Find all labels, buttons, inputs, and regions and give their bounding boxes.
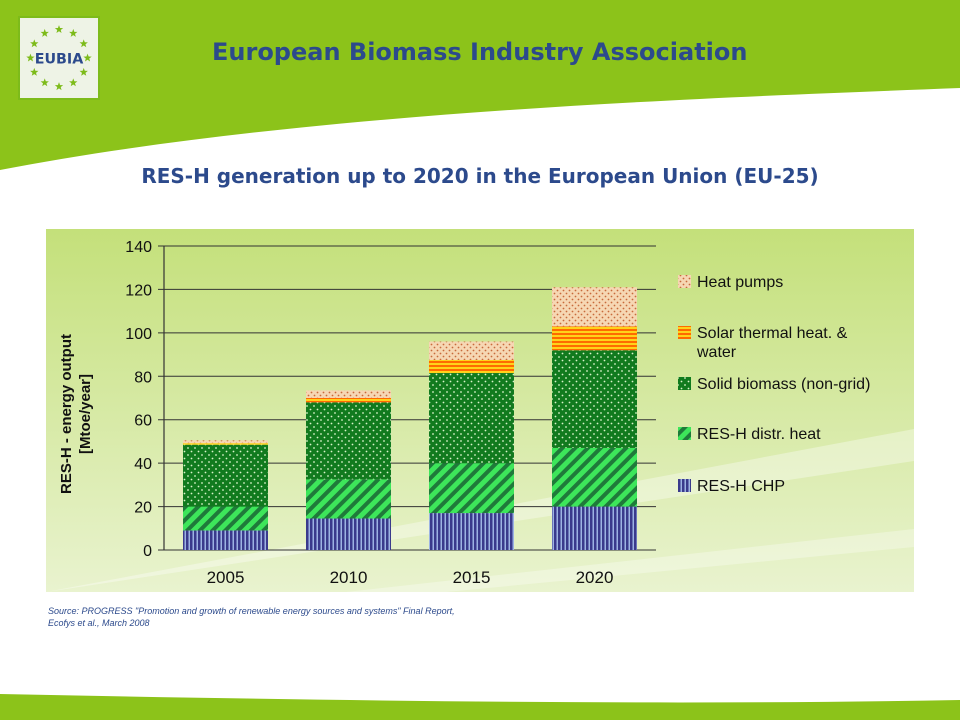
bar-series-chp [306, 518, 391, 550]
logo-star [69, 28, 78, 37]
bar-series-heat-pumps [429, 341, 514, 360]
logo-star [30, 39, 39, 48]
legend-swatch-series-solar-thermal [678, 326, 691, 339]
legend-swatch-series-distr-heat [678, 427, 691, 440]
bar-series-solar-thermal [552, 326, 637, 351]
bar-series-distr-heat [552, 447, 637, 507]
bar-series-chp [429, 513, 514, 550]
logo-text: EUBIA [35, 52, 84, 68]
bar-series-chp [183, 530, 268, 550]
bar-series-heat-pumps [183, 440, 268, 444]
chart-title: RES-H generation up to 2020 in the Europ… [141, 164, 819, 188]
bar-series-solar-thermal [306, 398, 391, 403]
legend-label-series-solar-thermal: Solar thermal heat. & water [696, 325, 848, 361]
bar-series-heat-pumps [306, 390, 391, 398]
res-h-chart: 0 20 40 60 80 100 120 140 RES-H - energy output[… [46, 229, 914, 592]
y-tick-label: 120 [125, 282, 152, 299]
legend-swatch-series-chp [678, 479, 691, 492]
bar-series-solid-biomass [183, 444, 268, 507]
y-tick-label: 0 [143, 543, 152, 560]
logo-star [40, 78, 49, 87]
bar-series-distr-heat [429, 463, 514, 514]
y-tick-label: 40 [134, 456, 152, 473]
bar-series-solid-biomass [429, 373, 514, 464]
x-tick-label: 2010 [330, 568, 368, 587]
x-tick-label: 2005 [207, 568, 245, 587]
logo-star [26, 53, 35, 62]
logo-star [40, 28, 49, 37]
x-tick-label: 2015 [453, 568, 491, 587]
logo-star [30, 67, 39, 76]
logo-star [79, 67, 88, 76]
eubia-logo: EUBIA [18, 16, 100, 100]
source-line-2: Ecofys et al., March 2008 [48, 618, 150, 628]
legend-swatch-series-solid-biomass [678, 377, 691, 390]
legend-label-series-heat-pumps: Heat pumps [697, 274, 783, 291]
legend-label-series-solid-biomass: Solid biomass (non-grid) [697, 376, 870, 393]
logo-star [69, 78, 78, 87]
legend-label-series-distr-heat: RES-H distr. heat [697, 426, 821, 443]
y-axis-label: RES-H - energy output [Mtoe/year] [58, 334, 94, 494]
x-tick-label: 2020 [576, 568, 614, 587]
source-note: Source: PROGRESS "Promotion and growth o… [48, 605, 568, 629]
chart-panel: 0 20 40 60 80 100 120 140 RES-H - energy output[… [46, 229, 914, 592]
y-tick-label: 140 [125, 239, 152, 256]
y-tick-label: 80 [134, 369, 152, 386]
y-tick-label: 20 [134, 500, 152, 517]
bar-series-solid-biomass [552, 350, 637, 448]
y-tick-label: 60 [134, 413, 152, 430]
bar-series-solid-biomass [306, 402, 391, 480]
bar-series-solar-thermal [183, 443, 268, 445]
legend-label-series-chp: RES-H CHP [697, 478, 785, 495]
source-line-1: Source: PROGRESS "Promotion and growth o… [48, 606, 455, 616]
bar-series-chp [552, 506, 637, 550]
org-title: European Biomass Industry Association [212, 38, 748, 66]
legend-swatch-series-heat-pumps [678, 275, 691, 288]
logo-star [54, 82, 64, 91]
bar-series-solar-thermal [429, 360, 514, 374]
bar-series-heat-pumps [552, 287, 637, 327]
logo-star [54, 25, 64, 34]
logo-star [83, 53, 92, 62]
y-tick-label: 100 [125, 326, 152, 343]
bar-series-distr-heat [306, 479, 391, 519]
bar-series-distr-heat [183, 506, 268, 531]
logo-star [79, 39, 88, 48]
